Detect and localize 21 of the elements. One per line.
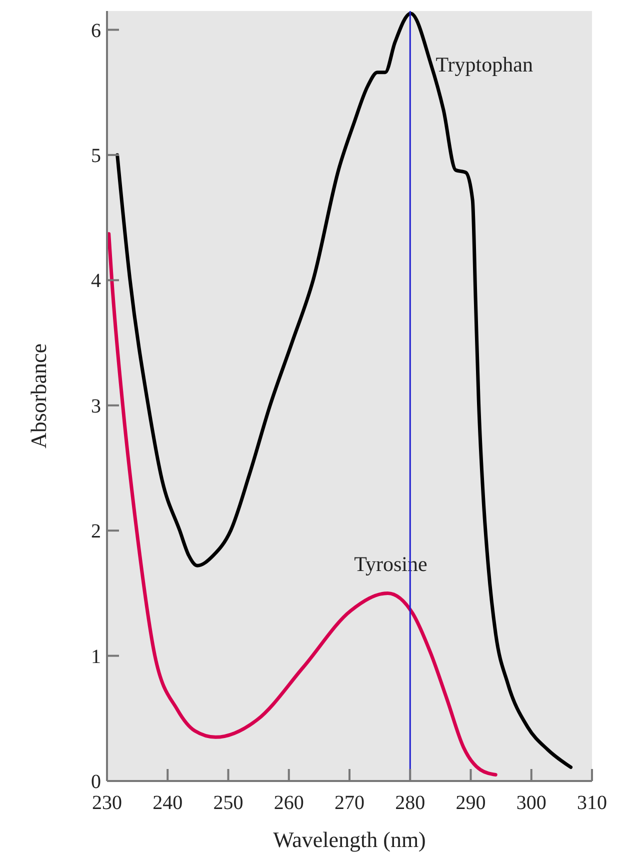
x-tick-label: 280	[395, 792, 426, 814]
x-tick-label: 310	[577, 792, 607, 814]
y-axis-title: Absorbance	[26, 343, 51, 449]
line-series	[107, 232, 498, 776]
x-tick-label: 300	[516, 792, 546, 814]
series-label: Tryptophan	[436, 52, 534, 77]
x-axis-title: Wavelength (nm)	[273, 827, 426, 852]
y-tick-label: 6	[91, 20, 101, 42]
y-tick-label: 0	[91, 771, 101, 793]
x-tick-label: 230	[92, 792, 122, 814]
y-tick-label: 5	[91, 144, 101, 167]
y-tick-label: 3	[91, 395, 101, 418]
x-tick-label: 290	[456, 792, 486, 814]
y-tick-label: 2	[91, 520, 101, 543]
y-tick-label: 1	[91, 646, 101, 668]
x-tick-label: 250	[213, 792, 244, 814]
x-tick-label: 270	[334, 792, 364, 814]
line-series	[116, 12, 573, 769]
y-tick-label: 4	[91, 270, 101, 292]
x-tick-label: 260	[274, 792, 304, 814]
x-tick-label: 240	[152, 792, 183, 814]
